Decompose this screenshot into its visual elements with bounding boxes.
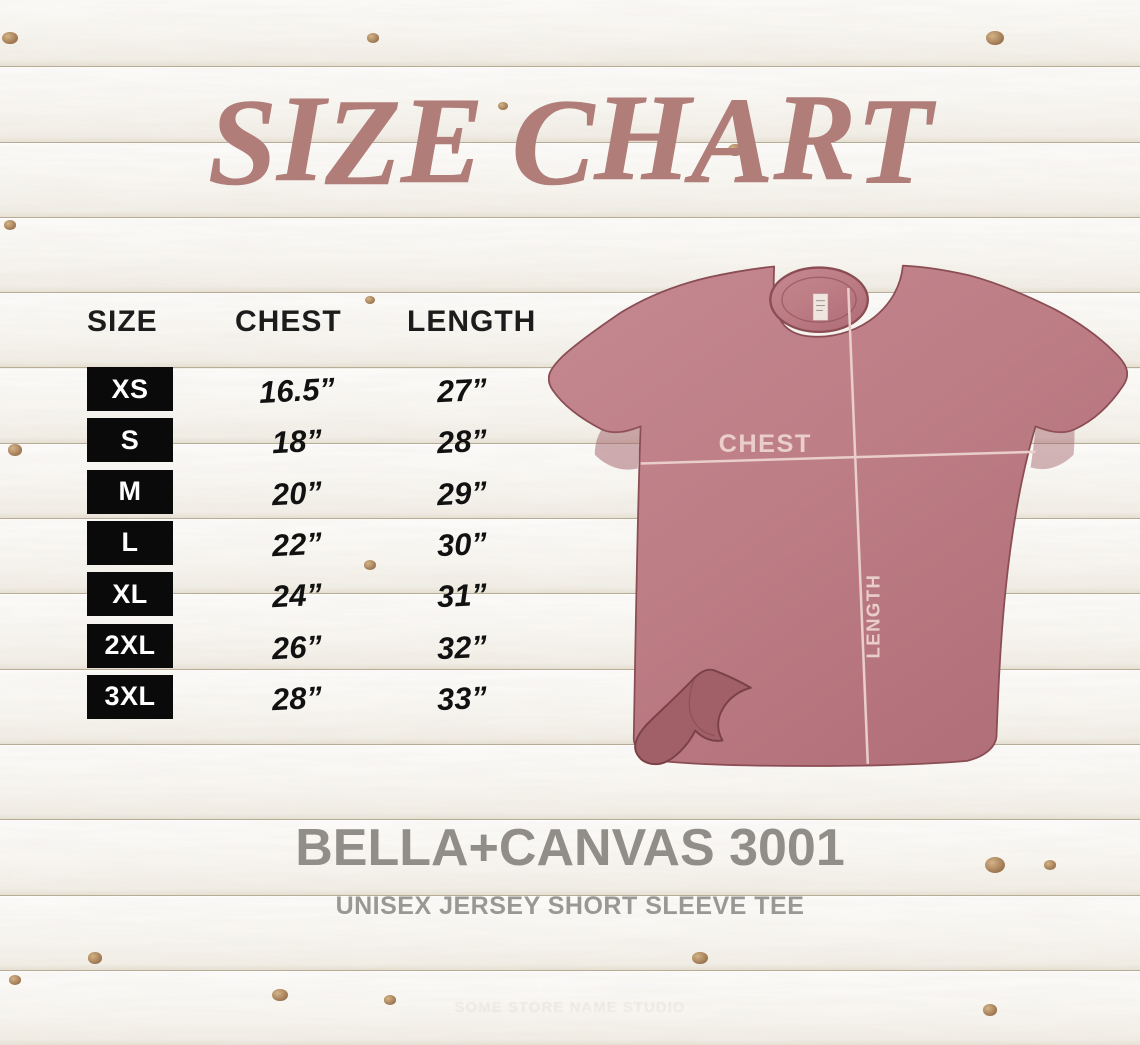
svg-text:CHEST: CHEST [719,430,812,458]
svg-text:LENGTH: LENGTH [863,574,884,659]
